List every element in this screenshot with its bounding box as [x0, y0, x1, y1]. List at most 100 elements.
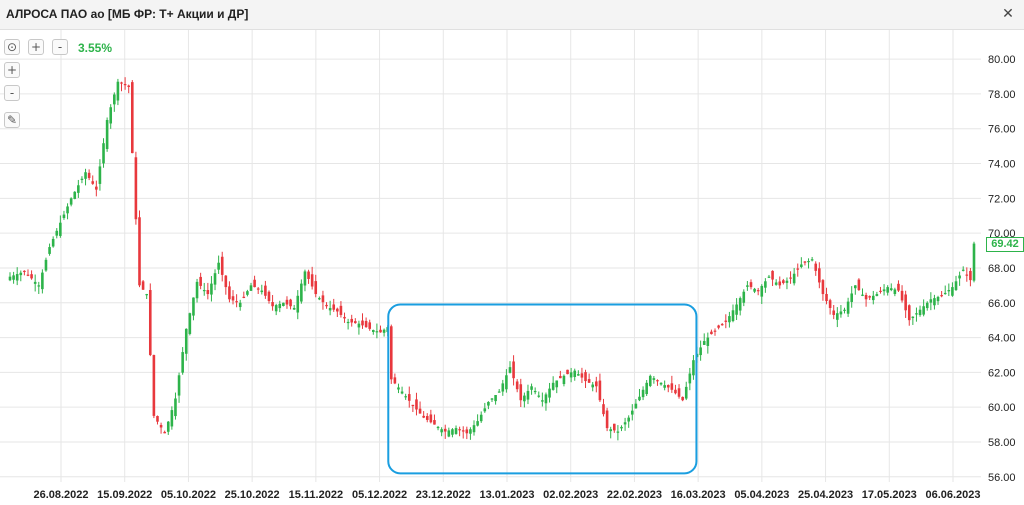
- candle-body: [310, 274, 314, 287]
- candle-body: [559, 376, 562, 379]
- candle-body: [789, 277, 792, 279]
- candle-body: [364, 320, 368, 328]
- y-tick-label: 76.00: [988, 124, 1016, 136]
- candle-body: [706, 337, 710, 346]
- candle-body: [397, 387, 400, 390]
- highlight-box: [387, 303, 698, 475]
- candle-body: [598, 380, 602, 401]
- candle-body: [954, 281, 958, 291]
- candle-body: [850, 293, 854, 302]
- candle-body: [451, 429, 454, 435]
- candle-body: [868, 296, 871, 298]
- candle-body: [170, 410, 174, 427]
- candle-body: [951, 287, 954, 296]
- candle-body: [411, 404, 415, 407]
- zoom-out-button[interactable]: -: [52, 39, 68, 55]
- candle-body: [389, 326, 393, 380]
- x-tick-label: 02.02.2023: [543, 489, 598, 501]
- candle-body: [433, 420, 436, 425]
- candle-body: [73, 191, 77, 199]
- x-tick-label: 17.05.2023: [862, 489, 917, 501]
- reset-zoom-icon[interactable]: ⊙: [4, 39, 20, 55]
- candle-body: [505, 375, 508, 390]
- candle-body: [918, 309, 922, 316]
- candle-body: [33, 281, 37, 284]
- candle-body: [548, 388, 551, 398]
- candle-body: [533, 390, 537, 393]
- candle-body: [882, 289, 886, 292]
- candle-body: [483, 408, 487, 412]
- candle-body: [933, 298, 936, 306]
- vertical-zoom-in-button[interactable]: +: [4, 62, 20, 78]
- candle-body: [677, 388, 681, 397]
- candle-body: [120, 82, 123, 84]
- candle-body: [785, 280, 789, 283]
- candle-body: [184, 328, 188, 354]
- candle-body: [436, 426, 440, 429]
- close-icon[interactable]: ✕: [1002, 5, 1014, 21]
- candle-body: [422, 415, 425, 418]
- y-tick-label: 62.00: [988, 367, 1016, 379]
- candle-body: [210, 283, 213, 295]
- x-tick-label: 23.12.2022: [416, 489, 471, 501]
- last-price-tag: 69.42: [986, 237, 1024, 252]
- candle-body: [105, 120, 109, 150]
- candle-body: [609, 429, 613, 432]
- candle-body: [141, 281, 145, 290]
- candle-body: [735, 304, 738, 315]
- candle-body: [713, 330, 717, 332]
- candle-body: [663, 385, 666, 388]
- candle-body: [760, 285, 764, 297]
- candle-body: [328, 307, 332, 311]
- candle-body: [925, 302, 929, 309]
- candle-body: [832, 310, 836, 315]
- candle-body: [440, 429, 443, 433]
- candle-body: [627, 417, 630, 422]
- vertical-zoom-out-button[interactable]: -: [4, 85, 20, 101]
- candle-body: [792, 273, 796, 284]
- candle-body: [152, 355, 156, 416]
- candle-body: [368, 322, 372, 329]
- candle-body: [454, 428, 458, 434]
- candle-body: [59, 222, 62, 236]
- candle-body: [584, 372, 587, 382]
- candle-body: [242, 296, 246, 298]
- candle-body: [947, 289, 951, 292]
- candle-body: [253, 279, 256, 288]
- candle-body: [692, 360, 695, 376]
- candle-body: [267, 291, 271, 302]
- candle-body: [332, 304, 336, 310]
- candle-body: [361, 320, 364, 326]
- candle-body: [300, 283, 303, 302]
- candle-body: [12, 275, 15, 280]
- candle-body: [519, 384, 523, 401]
- x-tick-label: 26.08.2022: [33, 489, 88, 501]
- x-tick-label: 15.09.2022: [97, 489, 152, 501]
- y-tick-label: 64.00: [988, 333, 1016, 345]
- pencil-icon[interactable]: ✎: [4, 112, 20, 128]
- zoom-in-button[interactable]: +: [28, 39, 44, 55]
- candle-body: [19, 272, 23, 276]
- candle-body: [102, 143, 105, 164]
- candle-body: [48, 247, 51, 254]
- candle-body: [26, 274, 30, 276]
- candle-body: [623, 422, 627, 425]
- candle-body: [87, 172, 91, 179]
- candle-body: [130, 82, 134, 154]
- candle-body: [965, 274, 969, 276]
- candle-body: [494, 395, 497, 402]
- candle-body: [15, 274, 19, 281]
- candle-body: [800, 264, 803, 267]
- candle-body: [303, 271, 307, 286]
- candle-body: [166, 421, 170, 432]
- y-tick-label: 68.00: [988, 263, 1016, 275]
- candle-body: [569, 372, 573, 378]
- candle-body: [228, 286, 231, 300]
- y-tick-label: 58.00: [988, 437, 1016, 449]
- candle-body: [109, 107, 113, 124]
- x-tick-label: 06.06.2023: [925, 489, 980, 501]
- candle-body: [461, 430, 465, 432]
- candle-body: [958, 275, 961, 279]
- candle-body: [879, 290, 882, 293]
